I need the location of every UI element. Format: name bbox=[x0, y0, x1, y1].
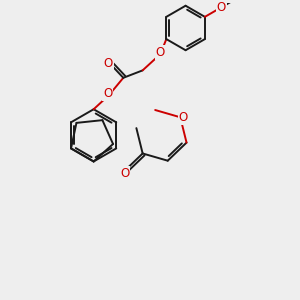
Text: O: O bbox=[217, 1, 226, 14]
Text: O: O bbox=[104, 57, 113, 70]
Text: O: O bbox=[103, 87, 112, 100]
Text: O: O bbox=[156, 46, 165, 59]
Text: O: O bbox=[120, 167, 129, 180]
Text: O: O bbox=[178, 111, 188, 124]
